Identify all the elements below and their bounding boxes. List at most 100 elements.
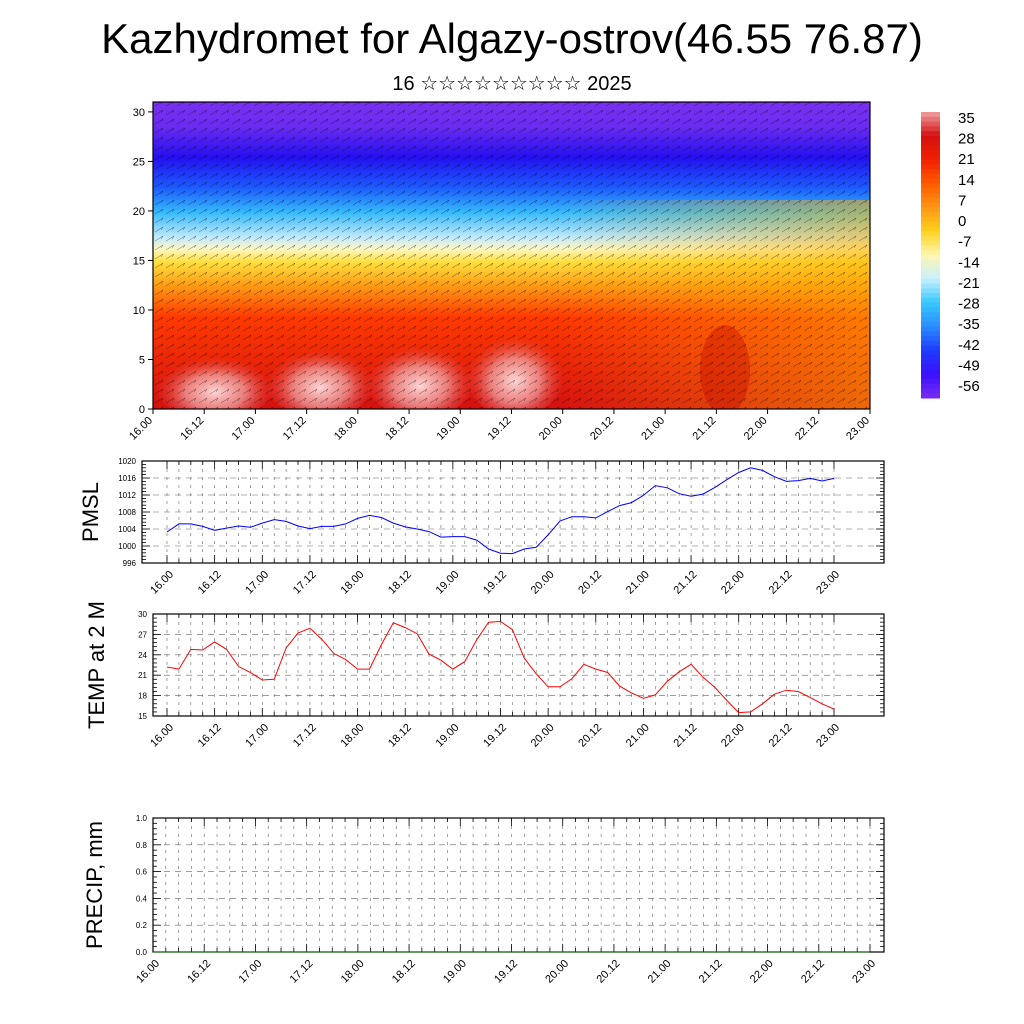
heatmap-y-tick-label: 10 — [133, 305, 145, 317]
x-tick-label: 17.12 — [288, 958, 316, 986]
colorbar-swatch — [921, 221, 940, 227]
chart-title: Kazhydromet for Algazy-ostrov(46.55 76.8… — [101, 15, 923, 62]
heatmap-x-tick-label: 17.12 — [281, 415, 309, 443]
x-tick-label: 20.12 — [576, 722, 604, 750]
x-tick-label: 16.00 — [148, 569, 176, 597]
y-tick-label: 1016 — [118, 474, 136, 483]
y-tick-label: 1008 — [118, 508, 136, 517]
pmsl-panel: 996 1000 1004 1008 1012 1016 1020 16.00 16.12 17.… — [78, 457, 885, 597]
colorbar-swatch — [921, 159, 940, 165]
heatmap-x-tick-label: 21.00 — [639, 415, 667, 443]
y-tick-label: 18 — [138, 692, 147, 701]
y-tick-label: 1020 — [118, 457, 136, 466]
colorbar-label: 7 — [958, 192, 966, 209]
colorbar-swatch — [921, 121, 940, 127]
colorbar-swatch — [921, 126, 940, 132]
y-tick-label: 0.4 — [136, 894, 148, 903]
colorbar-swatch — [921, 364, 940, 370]
colorbar-swatch — [921, 188, 940, 194]
colorbar-label: -28 — [958, 296, 980, 313]
x-tick-label: 17.00 — [243, 569, 271, 597]
heatmap-x-tick-label: 21.12 — [691, 415, 719, 443]
colorbar-swatch — [921, 297, 940, 304]
x-tick-label: 22.00 — [719, 722, 747, 750]
colorbar-swatch — [921, 154, 940, 161]
temp-grid — [153, 613, 884, 717]
colorbar-swatch — [921, 245, 940, 251]
temp-frame — [152, 613, 885, 717]
x-tick-label: 20.12 — [576, 569, 604, 597]
colorbar-label: -21 — [958, 275, 980, 292]
colorbar-swatch — [921, 169, 940, 175]
y-tick-label: 996 — [123, 559, 137, 568]
heatmap-x-tick-label: 23.00 — [844, 415, 872, 443]
colorbar-swatch — [921, 212, 940, 218]
x-tick-label: 20.12 — [594, 958, 622, 986]
x-tick-label: 22.00 — [748, 958, 776, 986]
colorbar-swatch — [921, 283, 940, 289]
x-tick-label: 18.12 — [390, 958, 418, 986]
colorbar-label: -35 — [958, 316, 980, 333]
colorbar-swatch — [921, 207, 940, 213]
x-tick-label: 18.00 — [338, 722, 366, 750]
y-tick-label: 0.8 — [136, 841, 148, 850]
colorbar-swatch — [921, 312, 940, 318]
colorbar-swatch — [921, 369, 940, 375]
colorbar-label: 35 — [958, 110, 975, 127]
colorbar-swatch — [921, 145, 940, 151]
colorbar-swatch — [921, 135, 940, 142]
colorbar-swatch — [921, 288, 940, 294]
colorbar-swatch — [921, 178, 940, 184]
heatmap-wind-barbs — [153, 102, 870, 409]
colorbar-swatch — [921, 259, 940, 266]
x-tick-label: 23.00 — [814, 569, 842, 597]
y-tick-label: 15 — [138, 712, 147, 721]
x-tick-label: 19.00 — [434, 722, 462, 750]
colorbar-swatch — [921, 240, 940, 246]
colorbar-swatch — [921, 231, 940, 237]
x-tick-label: 21.00 — [624, 722, 652, 750]
x-tick-label: 21.12 — [671, 722, 699, 750]
heatmap-x-tick-label: 16.12 — [178, 415, 206, 443]
colorbar-label: 0 — [958, 213, 966, 230]
x-tick-label: 19.12 — [492, 958, 520, 986]
colorbar-label: -14 — [958, 254, 980, 271]
x-tick-label: 20.00 — [529, 569, 557, 597]
x-tick-label: 17.00 — [243, 722, 271, 750]
heatmap-y-tick-label: 0 — [139, 404, 145, 416]
colorbar-swatch — [921, 307, 940, 313]
pmsl-y-label: PMSL — [78, 482, 103, 542]
colorbar-swatch — [921, 164, 940, 170]
heatmap-y-tick-label: 15 — [133, 255, 145, 267]
colorbar-swatch — [921, 388, 940, 394]
colorbar-swatch — [921, 202, 940, 208]
x-tick-label: 23.00 — [850, 958, 878, 986]
colorbar-swatch — [921, 321, 940, 327]
colorbar-swatch — [921, 340, 940, 347]
heatmap-y-tick-label: 20 — [133, 206, 145, 218]
x-tick-label: 23.00 — [814, 722, 842, 750]
colorbar-label: 21 — [958, 151, 975, 168]
x-tick-label: 17.12 — [291, 722, 319, 750]
precip-grid — [152, 817, 884, 953]
x-tick-label: 21.00 — [624, 569, 652, 597]
colorbar-swatch — [921, 150, 940, 156]
y-tick-label: 21 — [138, 671, 147, 680]
chart-subtitle: 16 ☆☆☆☆☆☆☆☆☆ 2025 — [392, 73, 632, 95]
colorbar-swatch — [921, 173, 940, 180]
x-tick-label: 20.00 — [543, 958, 571, 986]
x-tick-label: 16.12 — [185, 958, 213, 986]
colorbar-label: -7 — [958, 234, 971, 251]
x-tick-label: 16.12 — [196, 722, 224, 750]
heatmap-x-tick-label: 18.12 — [383, 415, 411, 443]
temp-series-line — [166, 620, 835, 714]
heatmap-x-axis: 16.00 16.12 17.00 17.12 18.00 18.12 19.00 19.12… — [127, 409, 872, 443]
colorbar-swatch — [921, 355, 940, 361]
colorbar-swatch — [921, 264, 940, 270]
x-tick-label: 18.12 — [386, 569, 414, 597]
colorbar-swatch — [921, 345, 940, 351]
heatmap-x-tick-label: 22.00 — [742, 415, 770, 443]
colorbar-swatch — [921, 140, 940, 146]
x-tick-label: 19.00 — [434, 569, 462, 597]
